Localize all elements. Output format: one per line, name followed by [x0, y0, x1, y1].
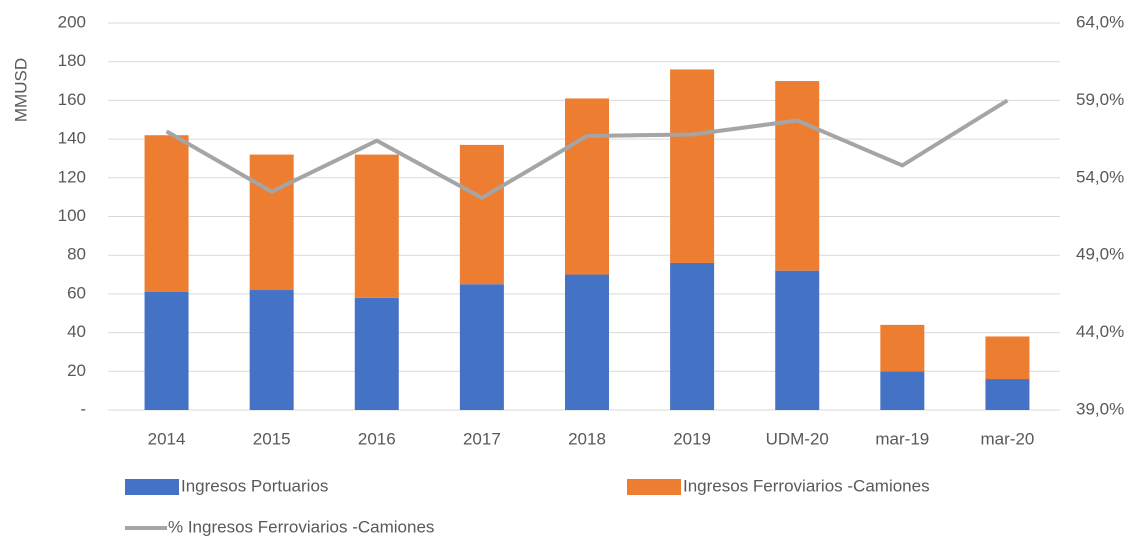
y2-tick-label: 54,0%	[1076, 167, 1124, 186]
x-tick-label: 2017	[463, 429, 501, 448]
x-tick-label: 2016	[358, 429, 396, 448]
y-tick-label: 80	[67, 245, 86, 264]
bar	[459, 144, 504, 285]
legend-label: Ingresos Portuarios	[181, 476, 328, 495]
y2-tick-label: 44,0%	[1076, 322, 1124, 341]
y2-tick-label: 59,0%	[1076, 90, 1124, 109]
x-tick-label: 2014	[148, 429, 186, 448]
x-tick-label: UDM-20	[766, 429, 829, 448]
bar	[565, 98, 609, 275]
bar	[144, 135, 189, 292]
y2-tick-label: 49,0%	[1076, 245, 1124, 264]
legend-label: Ingresos Ferroviarios -Camiones	[683, 476, 930, 495]
bar	[985, 336, 1030, 380]
y-tick-label: 20	[67, 361, 86, 380]
bar	[985, 379, 1030, 410]
legend-swatch	[125, 479, 179, 495]
y-tick-label: 60	[67, 283, 86, 302]
x-tick-label: mar-19	[875, 429, 929, 448]
x-tick-label: mar-20	[981, 429, 1035, 448]
legend-label: % Ingresos Ferroviarios -Camiones	[168, 517, 434, 536]
bar	[775, 270, 820, 410]
y-tick-label: 160	[58, 90, 86, 109]
bar	[354, 154, 399, 298]
bar	[459, 284, 504, 410]
y-tick-label: 180	[58, 51, 86, 70]
bar	[354, 297, 399, 410]
bar	[670, 69, 715, 263]
legend-swatch	[627, 479, 681, 495]
bar	[775, 81, 820, 271]
y-tick-label: 40	[67, 322, 86, 341]
bar	[670, 262, 715, 410]
x-tick-label: 2015	[253, 429, 291, 448]
bar	[249, 154, 294, 291]
bar	[880, 371, 925, 410]
y2-tick-label: 39,0%	[1076, 399, 1124, 418]
bar	[249, 290, 294, 410]
x-tick-label: 2019	[673, 429, 711, 448]
y-tick-label: 120	[58, 167, 86, 186]
y-axis-label: MMUSD	[11, 58, 30, 122]
bar	[144, 291, 189, 410]
line	[165, 98, 1009, 200]
y2-tick-label: 64,0%	[1076, 12, 1124, 31]
y-tick-label: 140	[58, 129, 86, 148]
bar	[880, 324, 925, 372]
x-tick-label: 2018	[568, 429, 606, 448]
y-tick-label: 200	[58, 12, 86, 31]
bar	[565, 274, 609, 410]
y-tick-label: -	[80, 399, 86, 418]
y-tick-label: 100	[58, 206, 86, 225]
